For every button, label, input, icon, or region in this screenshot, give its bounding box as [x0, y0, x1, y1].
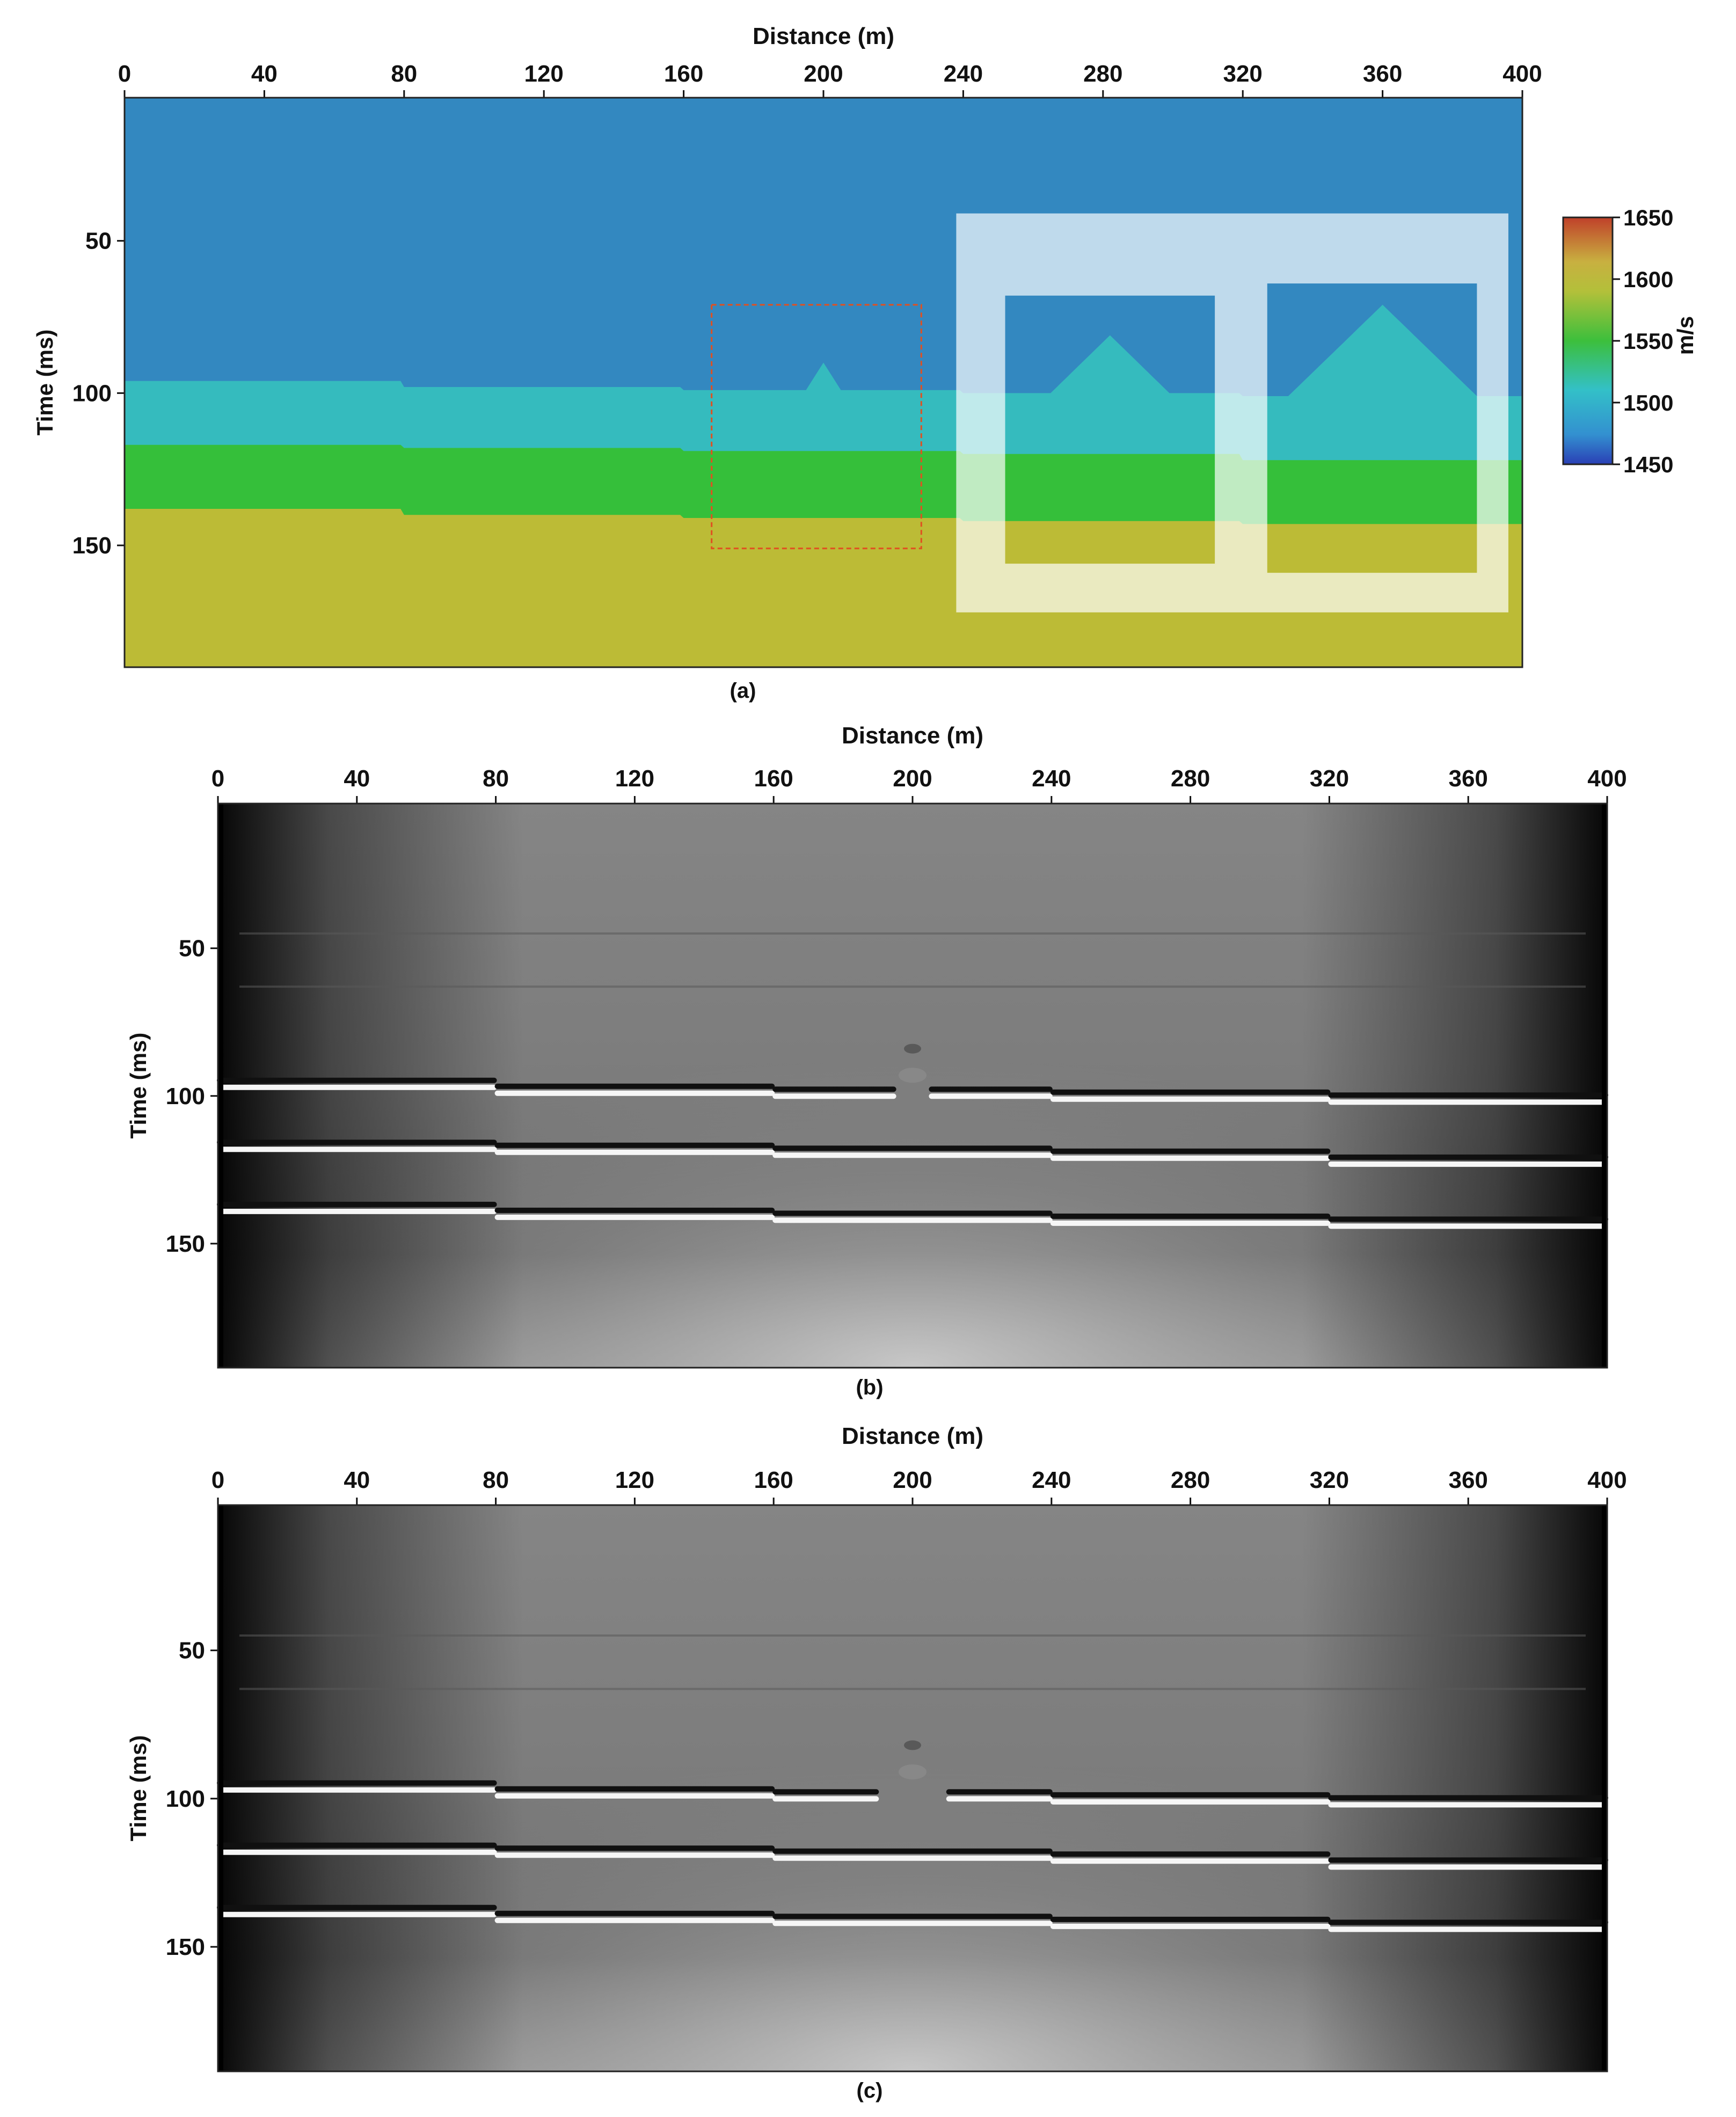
x-tick-label: 400	[1502, 61, 1542, 87]
y-tick-label: 100	[166, 1786, 205, 1812]
y-tick-label: 50	[179, 936, 205, 962]
x-tick-label: 280	[1171, 1467, 1210, 1493]
diffraction-apex	[904, 1043, 921, 1054]
colorbar: 1650 1600 1550 1500 1450 m/s	[1562, 205, 1698, 477]
y-tick-label: 150	[166, 1231, 205, 1257]
x-tick-label: 240	[944, 61, 983, 87]
x-tick-label: 120	[615, 1467, 654, 1493]
panel-caption-c: (c)	[857, 2079, 883, 2103]
panel-caption-a: (a)	[730, 679, 756, 703]
diffraction-tail	[899, 1068, 927, 1083]
colorbar-tick-label: 1450	[1623, 452, 1673, 477]
colorbar-label: m/s	[1673, 316, 1698, 355]
x-axis-title-b: Distance (m)	[842, 722, 983, 749]
x-tick-label: 400	[1587, 1467, 1626, 1493]
highlight-overlay	[956, 213, 1508, 612]
x-tick-label: 40	[344, 1467, 370, 1493]
y-tick-label: 100	[72, 380, 112, 406]
reflector-3	[217, 1201, 1608, 1229]
colorbar-gradient	[1562, 216, 1614, 465]
reflector-2	[217, 1842, 1608, 1870]
image-left-edge	[218, 1505, 223, 2071]
x-tick-label: 280	[1171, 765, 1210, 792]
x-tick-label: 320	[1310, 1467, 1349, 1493]
colorbar-tick-label: 1500	[1623, 390, 1673, 415]
x-axis-title-c: Distance (m)	[842, 1423, 983, 1449]
reflector-2	[217, 1140, 1608, 1167]
colorbar-tick-label: 1550	[1623, 328, 1673, 354]
image-left-edge	[218, 804, 223, 1368]
y-tick-label: 50	[85, 228, 112, 254]
x-tick-label: 80	[391, 61, 417, 87]
x-tick-label: 0	[211, 1467, 224, 1493]
plot-frame	[217, 802, 1608, 1369]
y-axis-title-b: Time (ms)	[126, 1033, 151, 1139]
image-right-edge	[1602, 1505, 1607, 2071]
x-tick-label: 120	[524, 61, 563, 87]
x-tick-label: 400	[1587, 765, 1626, 792]
y-axis-title-a: Time (ms)	[32, 330, 57, 436]
panel-c: Distance (m) 0 40 80 120 160 200 240 280 320 360 40…	[126, 1423, 1627, 2103]
x-tick-label: 80	[483, 765, 509, 792]
x-tick-label: 200	[893, 1467, 932, 1493]
reflector-3	[217, 1904, 1608, 1932]
panel-caption-b: (b)	[856, 1376, 883, 1399]
x-tick-label: 120	[615, 765, 654, 792]
x-tick-label: 360	[1448, 1467, 1487, 1493]
image-right-edge	[1602, 804, 1607, 1368]
x-tick-label: 200	[893, 765, 932, 792]
x-tick-label: 360	[1448, 765, 1487, 792]
x-tick-label: 360	[1363, 61, 1402, 87]
x-axis-title-a: Distance (m)	[753, 23, 894, 49]
x-tick-label: 240	[1032, 765, 1071, 792]
x-tick-label: 0	[118, 61, 131, 87]
y-axis-title-c: Time (ms)	[126, 1735, 151, 1842]
diffraction-tail	[899, 1764, 927, 1780]
x-tick-label: 240	[1032, 1467, 1071, 1493]
panel-b: Distance (m) 0 40 80 120 160 200 240 280 320 360 40…	[126, 722, 1627, 1399]
x-tick-label: 0	[211, 765, 224, 792]
x-tick-label: 160	[754, 765, 793, 792]
y-tick-label: 100	[166, 1083, 205, 1109]
plot-frame	[217, 1504, 1608, 2072]
reflector-1	[217, 1740, 1608, 1808]
panel-a: Distance (m) 0 40 80 120 160 200 240 280 320 360 40…	[32, 23, 1698, 703]
y-tick-label: 50	[179, 1638, 205, 1664]
x-tick-label: 80	[483, 1467, 509, 1493]
x-tick-label: 320	[1223, 61, 1262, 87]
velocity-layer-1	[125, 98, 1522, 396]
x-tick-label: 40	[344, 765, 370, 792]
x-tick-label: 160	[664, 61, 703, 87]
colorbar-tick-label: 1650	[1623, 205, 1673, 230]
x-tick-label: 160	[754, 1467, 793, 1493]
plot-frame	[123, 97, 1523, 668]
diffraction-apex	[904, 1740, 921, 1750]
y-tick-label: 150	[166, 1934, 205, 1960]
y-tick-label: 150	[72, 532, 112, 559]
x-tick-label: 280	[1083, 61, 1122, 87]
colorbar-tick-label: 1600	[1623, 267, 1673, 292]
dashed-highlight-box	[711, 304, 922, 550]
x-tick-label: 40	[251, 61, 278, 87]
x-tick-label: 320	[1310, 765, 1349, 792]
x-tick-label: 200	[804, 61, 843, 87]
reflector-1	[217, 1043, 1608, 1105]
